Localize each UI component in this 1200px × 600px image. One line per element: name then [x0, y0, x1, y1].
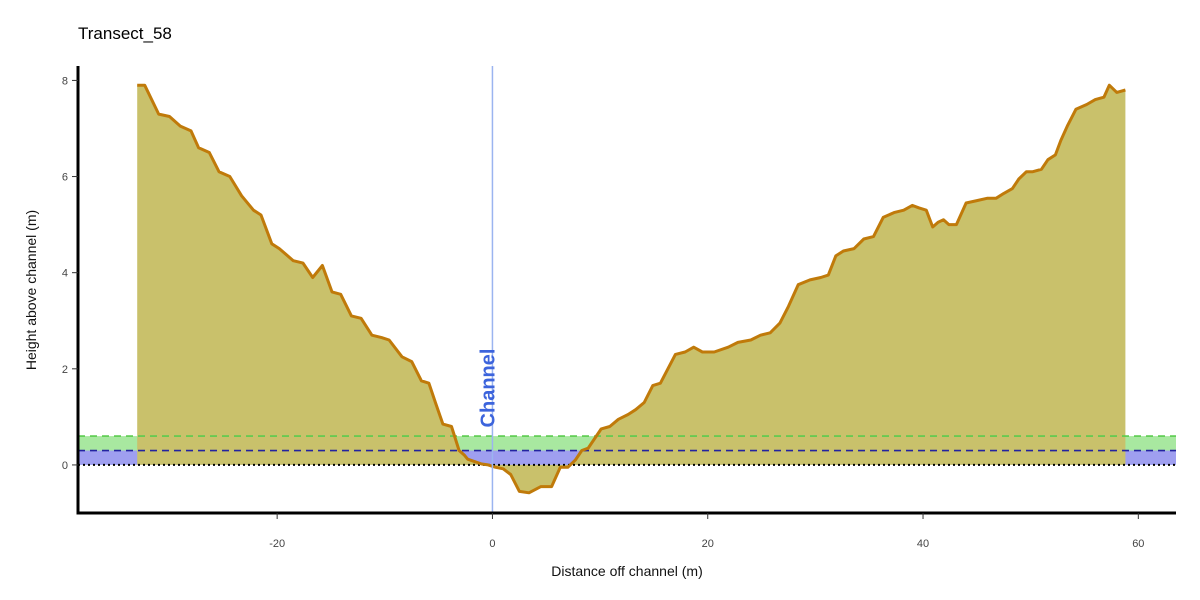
- x-tick-label: 60: [1132, 538, 1144, 550]
- channel-label: Channel: [477, 349, 499, 428]
- x-tick-label: 0: [489, 538, 495, 550]
- x-tick-label: -20: [269, 538, 285, 550]
- y-tick-label: 2: [62, 364, 68, 376]
- x-axis-label: Distance off channel (m): [551, 563, 702, 579]
- chart-title: Transect_58: [78, 24, 172, 43]
- x-tick-label: 40: [917, 538, 929, 550]
- y-tick-label: 8: [62, 75, 68, 87]
- y-tick-label: 6: [62, 172, 68, 184]
- terrain-area: [137, 85, 1126, 493]
- plot-area: Channel -20 0 20 40 60 0 2 4 6 8: [62, 66, 1176, 550]
- terrain-line: [137, 83, 1126, 495]
- y-tick-label: 4: [62, 268, 68, 280]
- x-tick-label: 20: [702, 538, 714, 550]
- y-axis-label: Height above channel (m): [23, 210, 39, 370]
- y-tick-label: 0: [62, 460, 68, 472]
